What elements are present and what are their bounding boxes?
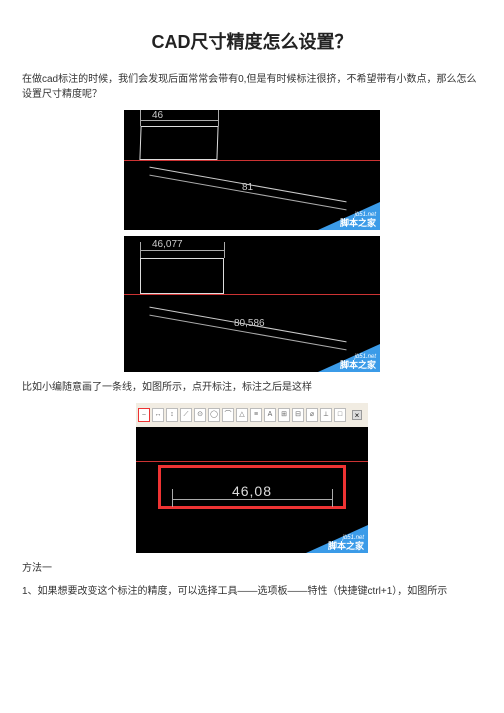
- watermark: jb51.net 脚本之家: [318, 202, 380, 230]
- cad-toolbar: ⎯ ↔ ↕ ⟋ ⊙ ◯ ⌒ △ ≡ A ⊞ ⊟ ⌀ ⟂ □ ×: [136, 403, 368, 427]
- close-icon[interactable]: ×: [352, 410, 362, 420]
- step-1: 1、如果想要改变这个标注的精度，可以选择工具——选项板——特性（快捷键ctrl+…: [22, 584, 482, 599]
- intro-paragraph: 在做cad标注的时候，我们会发现后面常常会带有0,但是有时候标注很挤，不希望带有…: [22, 72, 482, 102]
- toolbar-icon[interactable]: ⊟: [292, 408, 304, 422]
- toolbar-icon[interactable]: ◯: [208, 408, 220, 422]
- extension-line: [224, 242, 225, 258]
- figure-1: 46 81 jb51.net 脚本之家: [124, 110, 380, 230]
- dimension-value-2: 80,586: [234, 318, 265, 329]
- toolbar-icon[interactable]: ⟋: [180, 408, 192, 422]
- toolbar-icon[interactable]: ⎯: [138, 408, 150, 422]
- figure-2: 46,077 80,586 jb51.net 脚本之家: [124, 236, 380, 372]
- watermark: jb51.net 脚本之家: [318, 344, 380, 372]
- cad-rectangle: [139, 126, 218, 160]
- dimension-line: [140, 250, 224, 251]
- watermark: jb51.net 脚本之家: [306, 525, 368, 553]
- toolbar-icon[interactable]: ⟂: [320, 408, 332, 422]
- extension-line: [218, 110, 219, 126]
- toolbar-icon[interactable]: A: [264, 408, 276, 422]
- toolbar-icon[interactable]: ↔: [152, 408, 164, 422]
- dimension-value: 46,08: [136, 483, 368, 499]
- toolbar-icon[interactable]: ≡: [250, 408, 262, 422]
- extension-line: [140, 110, 141, 126]
- toolbar-icon[interactable]: ⊞: [278, 408, 290, 422]
- toolbar-icon[interactable]: ↕: [166, 408, 178, 422]
- dimension-value-2: 81: [242, 182, 253, 193]
- horizontal-redline: [124, 294, 380, 295]
- dimension-value-1: 46,077: [152, 239, 183, 250]
- cad-rectangle: [140, 258, 224, 294]
- watermark-brand: 脚本之家: [328, 539, 364, 552]
- dimension-value-1: 46: [152, 110, 163, 121]
- dimension-line: [172, 499, 332, 500]
- horizontal-redline: [136, 461, 368, 462]
- toolbar-icon[interactable]: △: [236, 408, 248, 422]
- paragraph-2: 比如小编随意画了一条线，如图所示，点开标注，标注之后是这样: [22, 380, 482, 395]
- toolbar-icon[interactable]: ⊙: [194, 408, 206, 422]
- watermark-brand: 脚本之家: [340, 358, 376, 371]
- toolbar-icon[interactable]: □: [334, 408, 346, 422]
- method-label: 方法一: [22, 561, 482, 576]
- watermark-brand: 脚本之家: [340, 216, 376, 229]
- horizontal-redline: [124, 160, 380, 161]
- toolbar-icon[interactable]: ⌒: [222, 408, 234, 422]
- toolbar-icon[interactable]: ⌀: [306, 408, 318, 422]
- page-title: CAD尺寸精度怎么设置？: [22, 28, 482, 54]
- figure-3: ⎯ ↔ ↕ ⟋ ⊙ ◯ ⌒ △ ≡ A ⊞ ⊟ ⌀ ⟂ □ × 46,08 jb…: [136, 403, 368, 553]
